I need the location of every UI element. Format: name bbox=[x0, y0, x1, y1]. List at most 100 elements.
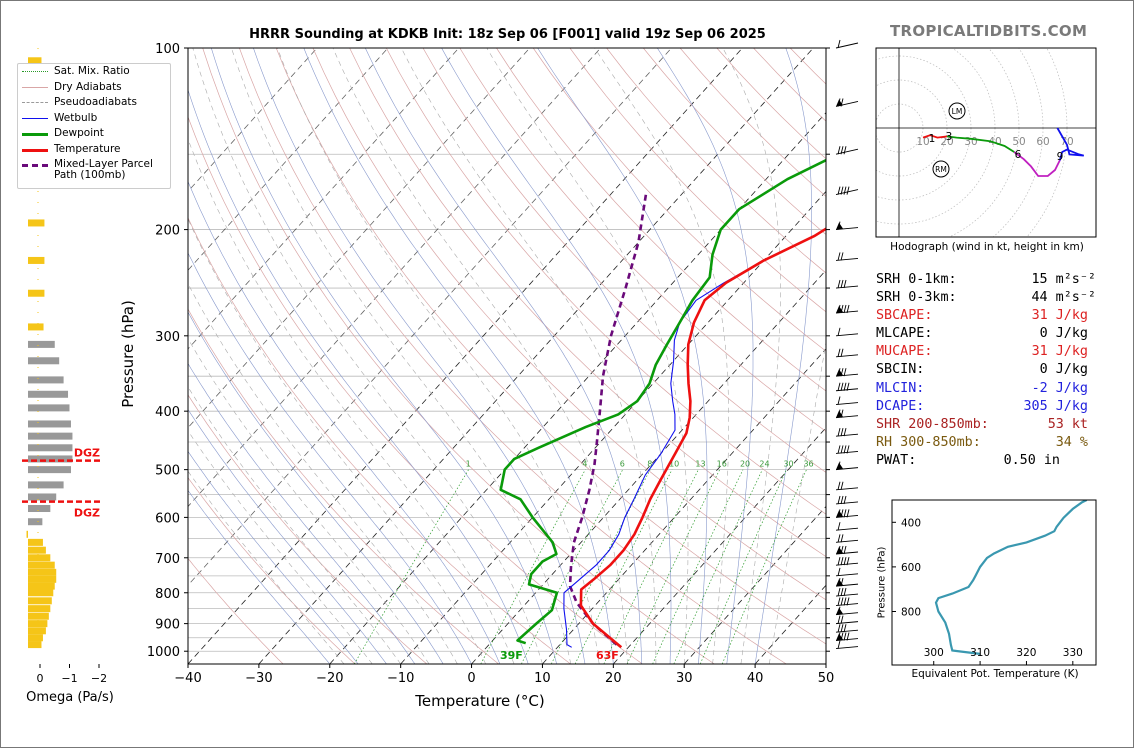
omega-tick-label: −2 bbox=[91, 672, 107, 685]
wind-barb bbox=[835, 587, 859, 597]
omega-bar bbox=[28, 634, 43, 642]
dry-adiabat bbox=[385, 48, 826, 515]
dgz-label: DGZ bbox=[74, 447, 100, 460]
wind-barb bbox=[835, 534, 859, 543]
pseudoadiabat bbox=[211, 48, 557, 664]
omega-bar bbox=[28, 582, 55, 590]
hodograph-segment bbox=[946, 135, 1015, 153]
series-dewpoint bbox=[499, 158, 826, 645]
hodograph-ring-label: 10 bbox=[916, 136, 929, 148]
wind-barb bbox=[835, 632, 859, 641]
mixing-ratio-label: 16 bbox=[717, 460, 727, 469]
legend-swatch bbox=[22, 66, 48, 76]
y-tick-label: 800 bbox=[155, 587, 180, 602]
omega-bar bbox=[28, 357, 60, 365]
y-tick-label: 700 bbox=[155, 552, 180, 567]
legend-swatch bbox=[22, 113, 48, 123]
wind-barb bbox=[835, 567, 859, 577]
x-tick-label: 20 bbox=[605, 671, 622, 686]
wind-barb bbox=[835, 597, 859, 606]
x-tick-label: 40 bbox=[747, 671, 764, 686]
y-tick-label: 400 bbox=[155, 405, 180, 420]
pseudoadiabat-dashed bbox=[188, 338, 430, 664]
sounding-index-row: MLCAPE: 0 J/kg bbox=[876, 326, 1116, 344]
wind-barb bbox=[835, 279, 859, 289]
isotherm-line bbox=[188, 48, 389, 271]
theta-e-line bbox=[934, 500, 1088, 655]
legend-entry: Wetbulb bbox=[18, 112, 170, 129]
omega-bar bbox=[28, 57, 42, 65]
y-tick-label: 1000 bbox=[147, 645, 180, 660]
index-label: RH 300-850mb: bbox=[876, 434, 981, 450]
legend-label: Sat. Mix. Ratio bbox=[54, 65, 130, 77]
omega-bar bbox=[28, 219, 45, 227]
y-tick-label: 600 bbox=[155, 511, 180, 526]
omega-bar bbox=[28, 256, 45, 264]
pseudoadiabat bbox=[188, 362, 416, 664]
wind-barb bbox=[835, 348, 859, 358]
omega-bar bbox=[28, 538, 43, 546]
dry-adiabat bbox=[312, 48, 826, 601]
index-value: 31 J/kg bbox=[1031, 308, 1088, 324]
isotherm-line bbox=[188, 48, 601, 508]
legend-label: Temperature bbox=[54, 142, 121, 155]
isotherm-line bbox=[188, 48, 318, 193]
dry-adiabat bbox=[349, 48, 826, 558]
mixing-ratio-label: 4 bbox=[582, 460, 587, 469]
legend-entry: Sat. Mix. Ratio bbox=[18, 66, 170, 82]
surface-dewpoint-label: 39F bbox=[500, 649, 523, 662]
index-label: DCAPE: bbox=[876, 398, 925, 414]
index-label: SBCIN: bbox=[876, 362, 925, 378]
sounding-indices: SRH 0-1km: 15 m²s⁻² SRH 0-3km: 44 m²s⁻² SBCA… bbox=[876, 272, 1116, 471]
omega-bar bbox=[28, 554, 51, 562]
omega-bar bbox=[28, 641, 42, 649]
mixing-ratio-line bbox=[521, 469, 624, 664]
hodograph-segment bbox=[1013, 151, 1061, 177]
mixing-ratio-label: 6 bbox=[620, 460, 625, 469]
series-wetbulb bbox=[563, 227, 826, 648]
pseudoadiabat-dashed bbox=[486, 48, 689, 664]
index-label: MLCAPE: bbox=[876, 326, 933, 342]
isotherm-line bbox=[188, 48, 460, 350]
pseudoadiabat-dashed bbox=[188, 218, 486, 664]
pseudoadiabat bbox=[188, 252, 472, 664]
omega-bar bbox=[28, 575, 57, 583]
hodograph-height-label: 3 bbox=[946, 131, 953, 143]
dgz-label: DGZ bbox=[74, 507, 100, 520]
theta-e-x-tick-label: 330 bbox=[1063, 647, 1083, 659]
hodograph-ring-label: 20 bbox=[940, 136, 953, 148]
index-value: -2 J/kg bbox=[1031, 380, 1088, 396]
legend-entry: Dewpoint bbox=[18, 128, 170, 144]
pseudoadiabat-dashed bbox=[188, 386, 401, 664]
pseudoadiabat-dashed bbox=[277, 48, 600, 664]
mixing-ratio-label: 24 bbox=[759, 460, 769, 469]
wind-barb bbox=[835, 428, 859, 437]
pseudoadiabat bbox=[188, 489, 331, 664]
theta-e-x-tick-label: 300 bbox=[924, 647, 944, 659]
mixing-ratio-line bbox=[699, 469, 787, 664]
pseudoadiabat bbox=[188, 88, 529, 664]
omega-bar bbox=[28, 505, 51, 513]
hodograph-segment bbox=[1056, 127, 1085, 161]
y-tick-label: 300 bbox=[155, 330, 180, 345]
isotherm-line bbox=[188, 48, 531, 429]
wind-barb bbox=[835, 409, 859, 419]
legend-entry: Temperature bbox=[18, 142, 170, 160]
surface-temperature-label: 63F bbox=[596, 649, 619, 662]
omega-bar bbox=[28, 323, 44, 331]
omega-bar bbox=[28, 605, 51, 613]
index-label: PWAT: bbox=[876, 452, 917, 468]
pseudoadiabat bbox=[754, 48, 812, 664]
isotherm-line bbox=[188, 48, 743, 664]
wind-barb bbox=[835, 98, 859, 107]
hodograph-ring-label: 60 bbox=[1036, 136, 1049, 148]
omega-bar bbox=[28, 627, 46, 635]
hodograph-segment bbox=[922, 134, 948, 139]
omega-bar bbox=[28, 444, 73, 452]
mixing-ratio-label: 36 bbox=[803, 460, 813, 469]
legend-label: Mixed-Layer Parcel Path (100mb) bbox=[54, 158, 153, 181]
mixing-ratio-label: 30 bbox=[783, 460, 793, 469]
x-tick-label: −20 bbox=[316, 671, 343, 686]
